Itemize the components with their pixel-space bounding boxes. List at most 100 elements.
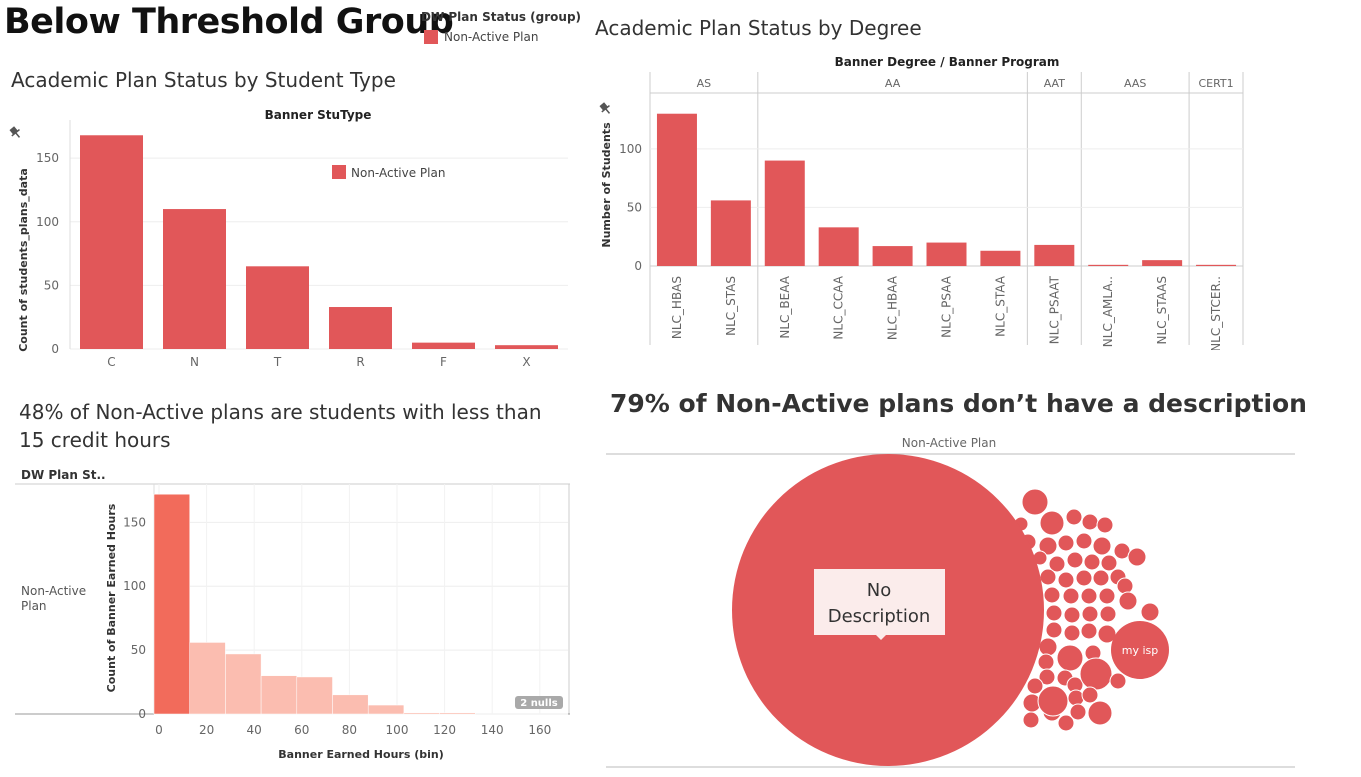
bar[interactable] [332, 694, 369, 715]
bar[interactable] [412, 342, 475, 349]
bubble[interactable] [1069, 703, 1087, 721]
bubble[interactable] [1038, 668, 1056, 686]
bubble[interactable] [1083, 553, 1101, 571]
bubble[interactable] [1080, 622, 1098, 640]
y-tick-label: 50 [44, 278, 59, 292]
hours-x-ticks: 0 20 40 60 80 100 120 140 160 [155, 723, 551, 737]
bubble[interactable] [1066, 551, 1084, 569]
degree-frame [649, 72, 1244, 345]
bubble[interactable] [1048, 555, 1066, 573]
bubble[interactable] [1079, 657, 1113, 691]
bar[interactable] [163, 209, 226, 349]
bubble[interactable] [1067, 689, 1085, 707]
bubble[interactable] [1075, 532, 1093, 550]
bar[interactable] [189, 642, 226, 715]
hours-histogram: DW Plan St.. Non-Active Plan Count of Ban… [15, 468, 570, 761]
bar[interactable] [926, 242, 967, 266]
bubble[interactable] [1087, 700, 1113, 726]
bubble[interactable] [1057, 714, 1075, 732]
bubble[interactable] [1038, 637, 1058, 657]
bubble[interactable] [1057, 534, 1075, 552]
bar[interactable] [495, 345, 558, 349]
bubble[interactable] [1065, 508, 1083, 526]
bar[interactable] [980, 250, 1021, 266]
y-tick-label: 0 [51, 342, 59, 356]
bar[interactable] [1088, 264, 1129, 266]
degree-bar-chart: Banner Degree / Banner Program Number of… [598, 55, 1244, 350]
bubble[interactable] [1127, 547, 1147, 567]
bubble[interactable] [1116, 577, 1134, 595]
bubble[interactable] [1092, 536, 1112, 556]
bubble[interactable] [1045, 621, 1063, 639]
bubble[interactable] [1038, 536, 1058, 556]
bubble[interactable] [1140, 602, 1160, 622]
x-tick-label: C [107, 355, 115, 369]
legend-title: DW Plan Status (group) [421, 10, 582, 24]
bubble-my-isp[interactable] [1111, 621, 1169, 679]
legend-item-non-active[interactable]: Non-Active Plan [424, 30, 538, 44]
bar[interactable] [872, 246, 913, 266]
bar[interactable] [710, 200, 751, 266]
stutype-legend-label: Non-Active Plan [351, 166, 445, 180]
bubble[interactable] [1081, 686, 1099, 704]
bubble[interactable] [1099, 605, 1117, 623]
bar[interactable] [153, 493, 190, 715]
bubble[interactable] [1098, 587, 1116, 605]
bubble[interactable] [1100, 554, 1118, 572]
bar[interactable] [656, 113, 697, 266]
x-tick-label: 140 [481, 723, 504, 737]
bubble[interactable] [1075, 569, 1093, 587]
nulls-badge-label: 2 nulls [520, 698, 558, 709]
x-tick-label: 120 [433, 723, 456, 737]
bubble[interactable] [1045, 604, 1063, 622]
stutype-bars [80, 135, 558, 349]
bubble[interactable] [1026, 677, 1044, 695]
bubble[interactable] [1063, 624, 1081, 642]
bubble[interactable] [1096, 516, 1114, 534]
bar[interactable] [764, 160, 805, 266]
bar[interactable] [439, 712, 476, 715]
bubble[interactable] [1022, 711, 1040, 729]
bar[interactable] [329, 307, 392, 349]
bubble[interactable] [1043, 586, 1061, 604]
y-tick-label: 100 [123, 579, 146, 593]
tooltip-no-description: No Description [814, 569, 945, 640]
hours-xlabel: Banner Earned Hours (bin) [278, 748, 443, 761]
bar[interactable] [260, 675, 298, 715]
pin-icon[interactable] [8, 125, 23, 141]
bar[interactable] [367, 704, 405, 715]
bubble[interactable] [1039, 510, 1065, 536]
bubble[interactable] [1092, 569, 1110, 587]
y-tick-label: 150 [36, 151, 59, 165]
bubble[interactable] [1109, 672, 1127, 690]
bar[interactable] [225, 653, 262, 715]
bubble[interactable] [1056, 644, 1084, 672]
bubble[interactable] [1063, 606, 1081, 624]
bar[interactable] [1142, 260, 1183, 266]
bubble[interactable] [1080, 587, 1098, 605]
bubble[interactable] [1021, 488, 1049, 516]
bar[interactable] [818, 227, 859, 266]
nulls-badge[interactable]: 2 nulls [515, 696, 563, 709]
bubble[interactable] [1037, 685, 1069, 717]
bubble[interactable] [1062, 587, 1080, 605]
stutype-inline-legend[interactable]: Non-Active Plan [332, 165, 445, 180]
bar[interactable] [1034, 244, 1075, 266]
bar[interactable] [1196, 264, 1237, 266]
bubble[interactable] [1081, 605, 1099, 623]
bubble[interactable] [1039, 568, 1057, 586]
bar[interactable] [80, 135, 143, 349]
bar[interactable] [246, 266, 309, 349]
bubble[interactable] [1081, 513, 1099, 531]
y-tick-label: 0 [138, 707, 146, 721]
pin-icon[interactable] [598, 101, 613, 117]
bar[interactable] [296, 676, 333, 715]
stutype-header: Banner StuType [265, 108, 372, 122]
bar[interactable] [403, 712, 440, 715]
bubble[interactable] [1118, 591, 1138, 611]
bubble[interactable] [1037, 653, 1055, 671]
bubble[interactable] [1057, 571, 1075, 589]
degree-header: Banner Degree / Banner Program [835, 55, 1060, 69]
hours-row-header: DW Plan St.. [21, 468, 106, 482]
y-tick-label: 100 [619, 142, 642, 156]
